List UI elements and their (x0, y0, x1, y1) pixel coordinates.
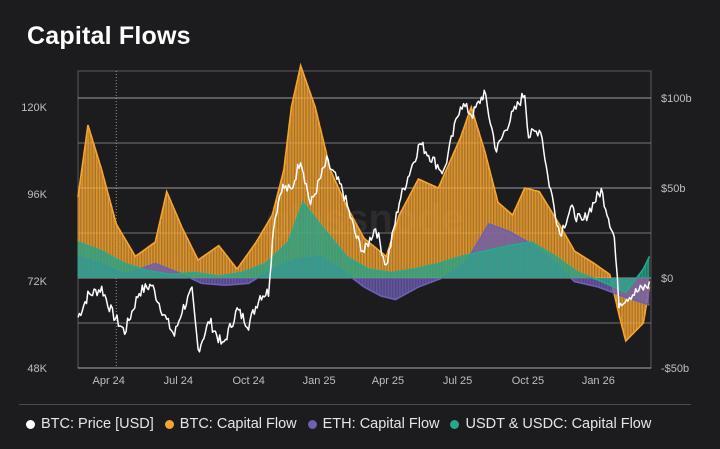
legend-dot-icon (164, 419, 174, 429)
x-tick-label: Oct 24 (233, 375, 265, 387)
legend-dot-icon (307, 419, 317, 429)
legend-label: USDT & USDC: Capital Flow (465, 416, 652, 432)
x-tick-label: Apr 25 (372, 375, 404, 387)
axis-layer: -$50b $0 $50b $100b 48K 72K 96K 120K Apr 24 Jul 2… (21, 93, 691, 387)
right-tick-label: $100b (661, 93, 692, 105)
btc-capital-flow-series-stripes (77, 67, 650, 341)
x-tick-label: Apr 24 (93, 375, 125, 387)
x-tick-label: Jul 25 (443, 375, 472, 387)
left-tick-label: 72K (27, 276, 47, 288)
right-tick-label: -$50b (661, 363, 689, 375)
x-tick-label: Jan 25 (303, 375, 336, 387)
left-tick-label: 48K (27, 363, 47, 375)
legend-item[interactable]: ETH: Capital Flow (307, 416, 440, 432)
x-tick-label: Jan 26 (582, 375, 615, 387)
chart-legend: BTC: Price [USD] BTC: Capital Flow ETH: Ca… (26, 416, 662, 432)
legend-item[interactable]: BTC: Price [USD] (26, 416, 154, 432)
usdt-usdc-capital-flow-series (77, 200, 651, 294)
left-tick-label: 120K (21, 102, 47, 114)
legend-label: BTC: Capital Flow (179, 416, 297, 432)
x-tick-label: Oct 25 (512, 375, 544, 387)
legend-dot-icon (26, 419, 35, 429)
left-tick-label: 96K (27, 189, 47, 201)
page-title: Capital Flows (27, 22, 191, 50)
capital-flows-chart: glassnode -$50b$0$50b$100b48K72K96K120KA… (21, 62, 692, 387)
right-tick-label: $0 (661, 273, 673, 285)
legend-item[interactable]: BTC: Capital Flow (164, 416, 297, 432)
legend-divider (19, 404, 691, 405)
right-tick-label: $50b (661, 183, 685, 195)
legend-item[interactable]: USDT & USDC: Capital Flow (450, 416, 651, 432)
series-layer (77, 62, 651, 353)
legend-label: BTC: Price [USD] (41, 416, 154, 432)
legend-label: ETH: Capital Flow (322, 416, 440, 432)
usdt-usdc-capital-flow-series-stripes (77, 202, 650, 293)
btc-capital-flow-series-line (77, 62, 651, 343)
btc-price-series (77, 89, 651, 353)
x-tick-label: Jul 24 (164, 375, 193, 387)
usdt-usdc-capital-flow-series-line (77, 200, 651, 294)
legend-dot-icon (450, 419, 460, 429)
